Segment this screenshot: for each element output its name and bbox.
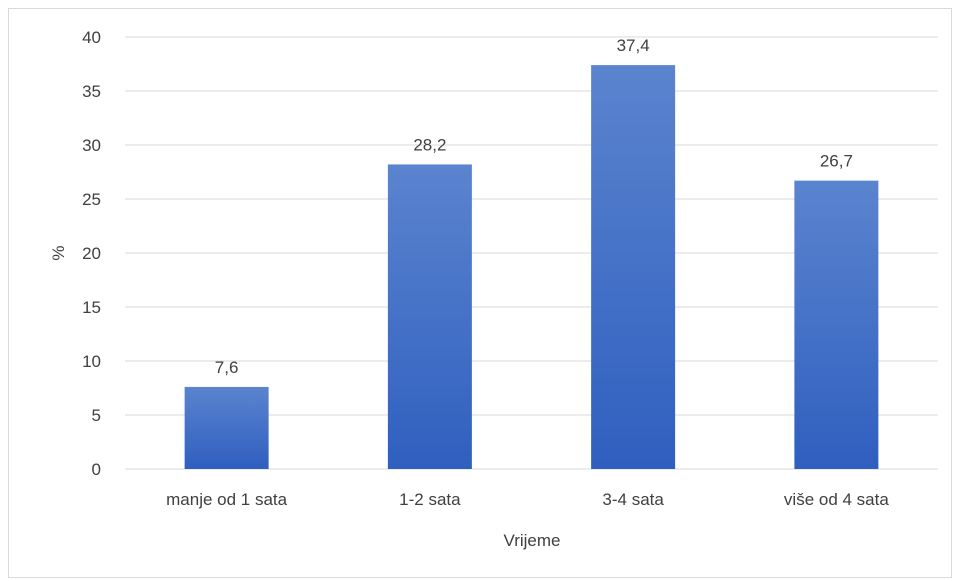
y-tick-label: 25 — [82, 190, 101, 209]
y-tick-label: 40 — [82, 28, 101, 47]
x-axis-title: Vrijeme — [504, 531, 561, 550]
y-axis-ticks: 0 5 10 15 20 25 30 35 40 — [82, 28, 101, 479]
y-tick-label: 20 — [82, 244, 101, 263]
bar — [794, 180, 879, 469]
y-tick-label: 30 — [82, 136, 101, 155]
bar — [184, 386, 269, 469]
x-tick-label: 1-2 sata — [399, 490, 461, 509]
y-axis-title: % — [49, 245, 68, 260]
data-labels: 7,6 28,2 37,4 26,7 — [215, 36, 853, 377]
x-axis-ticks: manje od 1 sata 1-2 sata 3-4 sata više od 4… — [166, 490, 889, 509]
bar — [591, 65, 676, 469]
y-tick-label: 15 — [82, 298, 101, 317]
data-label: 28,2 — [413, 135, 446, 154]
x-tick-label: manje od 1 sata — [166, 490, 288, 509]
bar — [387, 164, 472, 469]
y-tick-label: 5 — [92, 406, 101, 425]
y-tick-label: 10 — [82, 352, 101, 371]
y-tick-label: 0 — [92, 460, 101, 479]
y-tick-label: 35 — [82, 82, 101, 101]
x-tick-label: 3-4 sata — [602, 490, 664, 509]
data-label: 26,7 — [820, 152, 853, 171]
bars — [184, 65, 879, 469]
data-label: 7,6 — [215, 358, 239, 377]
x-tick-label: više od 4 sata — [784, 490, 889, 509]
data-label: 37,4 — [617, 36, 650, 55]
